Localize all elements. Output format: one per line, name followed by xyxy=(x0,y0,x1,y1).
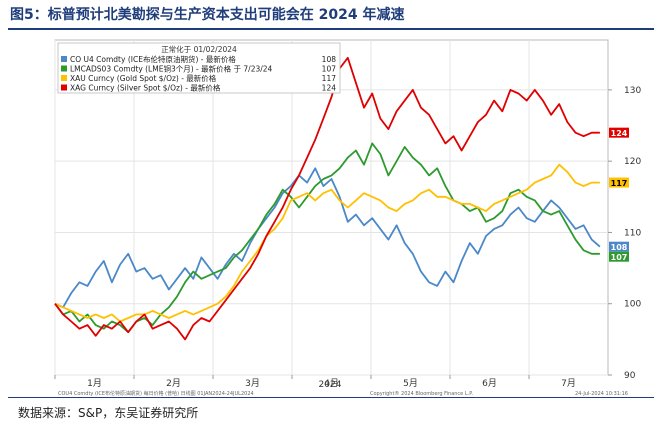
legend-entry-label: XAG Curncy (Silver Spot $/Oz) - 最新价格 xyxy=(70,83,221,93)
y-tick-label: 130 xyxy=(624,86,641,96)
series-end-badge xyxy=(609,251,629,262)
y-tick-label: 100 xyxy=(624,300,641,310)
legend-header: 正常化于 01/02/2024 xyxy=(161,44,237,54)
y-tick-label: 120 xyxy=(624,157,641,167)
legend-box xyxy=(57,42,341,94)
legend-entry-value: 124 xyxy=(322,84,337,93)
series-end-label: 124 xyxy=(611,129,628,138)
legend-swatch xyxy=(61,56,67,62)
series-end-badge xyxy=(609,241,629,252)
x-tick-label: 1月 xyxy=(87,378,102,389)
legend-entry-value: 108 xyxy=(322,55,337,64)
legend-entry-label: XAU Curncy (Gold Spot $/Oz) - 最新价格 xyxy=(70,73,217,83)
footer-timestamp: 24-Jul-2024 10:31:16 xyxy=(575,391,628,397)
legend-entry-label: LMCADS03 Comdty (LME铜3个月) - 最新价格 于 7/23/… xyxy=(70,64,273,74)
x-tick-label: 7月 xyxy=(561,378,576,389)
series-end-label: 108 xyxy=(611,243,628,252)
x-tick-label: 3月 xyxy=(245,378,260,389)
legend-swatch xyxy=(61,84,67,91)
title-divider xyxy=(8,28,654,30)
legend-swatch xyxy=(61,65,67,72)
legend-entry-value: 107 xyxy=(322,65,337,74)
y-tick-label: 90 xyxy=(624,371,636,381)
footer-left-note: COU4 Comdty (ICE布伦特原油期货) 每日价格 (普哈) 日线图 0… xyxy=(58,390,254,397)
x-axis-year-label: 2024 xyxy=(319,380,342,390)
series-line-1 xyxy=(54,167,601,309)
series-end-label: 107 xyxy=(611,253,628,262)
figure-source: 数据来源：S&P，东吴证券研究所 xyxy=(18,406,199,420)
y-tick-label: 110 xyxy=(624,228,641,238)
x-tick-label: 4月 xyxy=(324,378,339,389)
series-end-badge xyxy=(609,127,629,138)
figure-title: 图5：标普预计北美勘探与生产资本支出可能会在 2024 年减速 xyxy=(10,7,405,23)
footer-copyright: Copyright® 2024 Bloomberg Finance L.P. xyxy=(370,390,473,397)
bottom-divider xyxy=(8,397,654,398)
x-tick-label: 6月 xyxy=(482,378,497,389)
legend-entry-value: 117 xyxy=(322,74,337,83)
x-tick-label: 5月 xyxy=(403,378,418,389)
legend-entry-label: CO U4 Comdty (ICE布伦特原油期货) - 最新价格 xyxy=(70,54,236,64)
x-tick-label: 2月 xyxy=(166,378,181,389)
series-line-4 xyxy=(54,56,600,341)
series-line-3 xyxy=(54,163,600,323)
legend-swatch xyxy=(61,75,67,81)
series-line-2 xyxy=(54,142,600,334)
series-end-label: 117 xyxy=(611,179,628,188)
series-end-badge xyxy=(609,177,629,188)
